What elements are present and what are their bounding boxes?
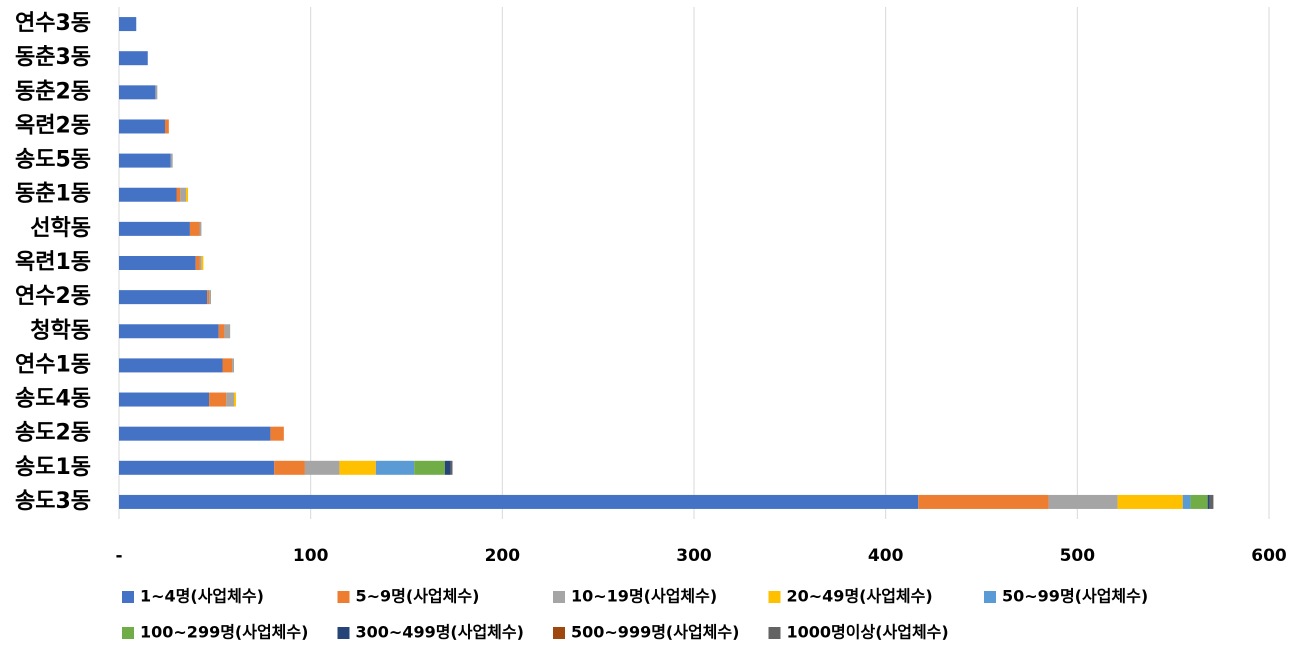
legend-swatch [984,591,996,603]
y-tick-label: 송도4동 [15,387,91,412]
legend-label: 1~4명(사업체수) [140,587,264,606]
y-tick-label: 청학동 [30,318,91,343]
bar-segment [119,17,137,32]
bar-segment [170,153,173,168]
bar-segment [189,221,200,236]
x-tick-label: - [115,546,122,566]
x-tick-label: 100 [293,546,329,566]
bar-segment [119,460,275,475]
bar-segment [119,256,196,270]
legend-swatch [768,627,781,639]
bar-segment [218,324,225,339]
bar-segment [1190,494,1208,509]
bar-segment [119,221,190,236]
legend-swatch [553,591,565,603]
bar-segment [186,187,188,202]
x-tick-label: 400 [868,546,904,566]
bar-segment [119,358,223,373]
bar-segment [119,85,156,100]
bar-segment [375,460,415,475]
y-tick-label: 동춘1동 [15,182,91,207]
x-tick-label: 300 [676,546,712,566]
legend-swatch [553,627,565,639]
legend-label: 1000명이상(사업체수) [787,623,949,642]
legend-swatch [122,627,134,639]
y-tick-label: 옥련1동 [15,250,91,275]
legend-label: 20~49명(사업체수) [787,587,933,606]
bar-segment [304,460,340,475]
bar-segment [274,460,305,475]
y-tick-label: 연수2동 [15,284,91,309]
legend-swatch [122,591,134,603]
bar-segment [119,426,271,441]
bar-segment [444,460,451,475]
bar-segment [450,460,453,475]
bar-segment [155,85,158,100]
bar-segment [918,494,1049,509]
y-tick-label: 송도2동 [15,421,91,446]
bar-segment [224,324,231,339]
y-tick-label: 동춘2동 [15,79,91,104]
legend-label: 100~299명(사업체수) [140,623,308,642]
bar-segment [339,460,376,475]
bar-segment [270,426,284,441]
bar-segment [201,256,204,270]
bar-segment [195,256,200,270]
bar-segment [119,51,148,66]
bar-segment [199,256,202,270]
bar-segment [119,153,171,168]
y-tick-label: 송도3동 [15,489,91,514]
bar-segment [209,290,211,305]
bar-segment [119,392,210,407]
y-tick-label: 선학동 [30,216,91,241]
bar-segment [119,324,219,339]
bar-segment [1207,494,1210,509]
legend-label: 50~99명(사업체수) [1002,587,1148,606]
x-tick-label: 600 [1251,546,1287,566]
bar-segment [119,119,165,134]
bar-segment [232,358,234,373]
y-tick-label: 옥련2동 [15,113,91,138]
bar-segment [222,358,233,373]
bar-segment [176,187,181,202]
bar-segment [1209,494,1214,509]
bar-segment [180,187,187,202]
bar-segment [209,392,227,407]
y-tick-label: 송도1동 [15,455,91,480]
y-tick-label: 연수1동 [15,352,91,377]
y-tick-label: 동춘3동 [15,45,91,70]
bar-segment [226,392,234,407]
legend-label: 5~9명(사업체수) [356,587,480,606]
x-tick-label: 500 [1060,546,1096,566]
bar-segment [199,221,202,236]
legend-swatch [768,591,781,603]
bar-segment [1048,494,1118,509]
bar-segment [234,392,236,407]
bar-segment [165,119,169,134]
legend-swatch [337,627,350,639]
legend-label: 10~19명(사업체수) [571,587,717,606]
bar-segment [1117,494,1183,509]
bar-segment [1182,494,1191,509]
legend-swatch [337,591,350,603]
legend-label: 500~999명(사업체수) [571,623,739,642]
bar-segment [119,494,919,509]
bar-segment [119,187,177,202]
bar-segment [119,290,208,305]
x-tick-label: 200 [485,546,521,566]
legend-label: 300~499명(사업체수) [356,623,524,642]
bar-segment [414,460,445,475]
bar-segment [207,290,210,305]
y-tick-label: 연수3동 [15,11,91,36]
y-tick-label: 송도5동 [15,148,91,173]
